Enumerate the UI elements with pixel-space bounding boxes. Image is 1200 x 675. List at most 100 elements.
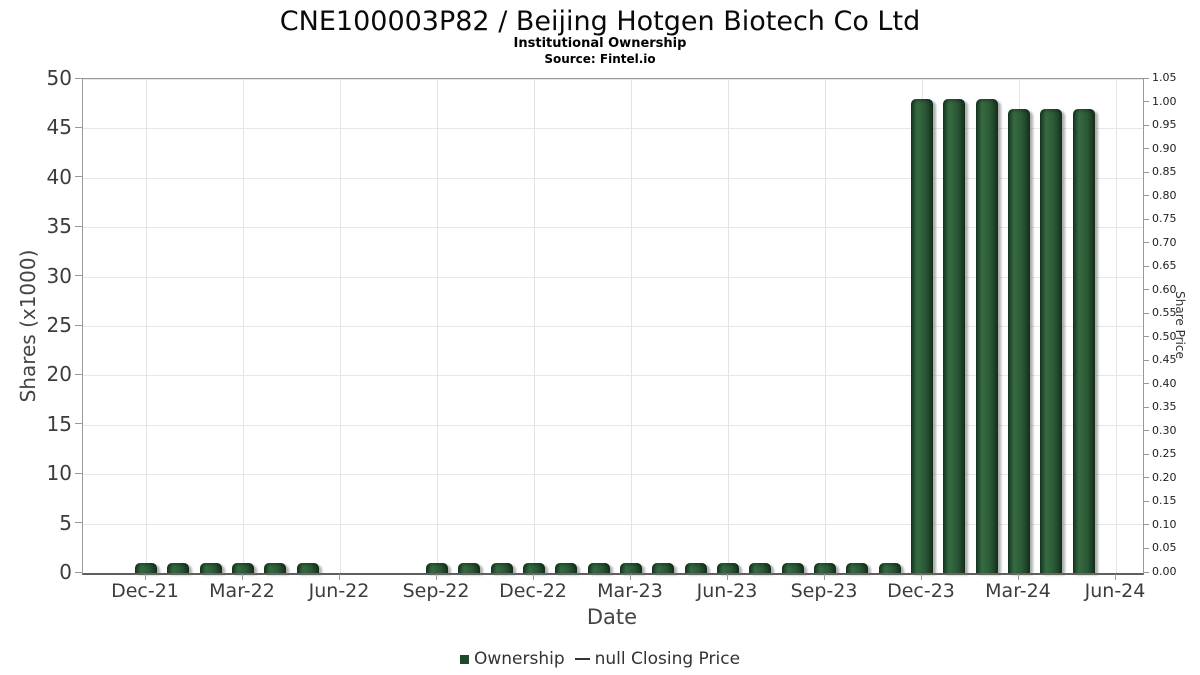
y-right-tick-label: 0.25 [1152, 447, 1177, 461]
y-left-tick-mark [75, 126, 82, 128]
y-right-tick-label: 0.15 [1152, 494, 1177, 508]
bar-jan-24 [943, 98, 966, 573]
y-right-tick-mark [1143, 477, 1149, 479]
chart-subtitle: Institutional Ownership [513, 36, 687, 51]
gridline-h [83, 523, 1143, 525]
plot-area [82, 78, 1144, 575]
x-tick-label: Sep-23 [790, 580, 858, 602]
y-right-tick-mark [1143, 571, 1149, 573]
y-left-tick-label: 45 [46, 115, 72, 140]
y-right-tick-mark [1143, 148, 1149, 150]
gridline-v [243, 79, 244, 573]
bar-nov-22 [490, 563, 513, 573]
x-tick-mark [435, 574, 437, 580]
y-left-tick-label: 0 [59, 560, 72, 584]
y-left-tick-label: 20 [46, 362, 72, 387]
bar-dec-23 [911, 98, 933, 573]
bar-mar-23 [620, 563, 642, 573]
y-right-tick-mark [1143, 430, 1149, 432]
gridline-h [83, 276, 1143, 278]
bar-apr-22 [264, 563, 287, 573]
bar-may-23 [684, 563, 707, 573]
bar-mar-24 [1008, 108, 1030, 573]
y-right-tick-mark [1143, 218, 1149, 220]
x-tick-label: Dec-23 [887, 580, 955, 602]
y-right-tick-mark [1143, 500, 1149, 502]
gridline-v [340, 79, 341, 573]
y-left-tick-label: 35 [46, 214, 72, 239]
y-left-tick-label: 30 [46, 263, 72, 288]
ownership-series-marker-icon [459, 654, 469, 664]
y-right-tick-label: 0.45 [1152, 353, 1177, 367]
gridline-h [83, 128, 1143, 130]
y-left-tick-mark [75, 472, 82, 474]
bar-dec-22 [523, 563, 545, 573]
bar-feb-24 [975, 98, 998, 573]
x-tick-mark [920, 574, 922, 580]
gridline-h [83, 79, 1143, 80]
bar-dec-21 [135, 563, 157, 573]
y-right-tick-label: 0.70 [1152, 235, 1177, 249]
y-left-tick-mark [75, 77, 82, 79]
x-tick-mark [823, 574, 825, 580]
gridline-v [825, 79, 826, 573]
y-right-tick-label: 1.00 [1152, 94, 1177, 108]
x-tick-label: Mar-23 [597, 580, 663, 602]
bar-may-22 [296, 563, 319, 573]
y-left-tick-label: 15 [46, 411, 72, 436]
y-right-tick-mark [1143, 171, 1149, 173]
y-left-tick-mark [75, 324, 82, 326]
y-left-tick-mark [75, 176, 82, 178]
bar-jan-22 [167, 563, 190, 573]
x-tick-mark [532, 574, 534, 580]
bar-jun-23 [717, 563, 739, 573]
y-axis-title-right: Share Price [1173, 291, 1187, 359]
bar-may-24 [1072, 108, 1095, 573]
y-right-tick-mark [1143, 547, 1149, 549]
x-tick-label: Mar-24 [985, 580, 1051, 602]
bar-oct-22 [458, 563, 481, 573]
y-right-tick-label: 0.75 [1152, 212, 1177, 226]
gridline-v [437, 79, 438, 573]
y-right-tick-label: 0.85 [1152, 165, 1177, 179]
bar-feb-22 [199, 563, 222, 573]
y-right-tick-mark [1143, 77, 1149, 79]
y-right-tick-label: 1.05 [1152, 71, 1177, 84]
x-tick-mark [1114, 574, 1116, 580]
y-right-tick-label: 0.80 [1152, 188, 1177, 202]
gridline-v [1116, 79, 1117, 573]
y-left-tick-mark [75, 225, 82, 227]
y-left-tick-mark [75, 571, 82, 573]
gridline-v [534, 79, 535, 573]
x-tick-label: Dec-21 [111, 580, 179, 602]
gridline-v [146, 79, 147, 573]
y-right-tick-mark [1143, 453, 1149, 455]
y-right-tick-label: 0.10 [1152, 517, 1177, 531]
y-right-tick-label: 0.30 [1152, 423, 1177, 437]
y-right-tick-label: 0.20 [1152, 470, 1177, 484]
y-left-tick-mark [75, 275, 82, 277]
y-left-tick-label: 40 [46, 164, 72, 189]
gridline-h [83, 474, 1143, 476]
legend-item-closing-price[interactable]: null Closing Price [574, 649, 740, 669]
bar-sep-22 [426, 563, 448, 573]
legend-ownership-label: Ownership [473, 649, 565, 669]
legend: Ownership null Closing Price [0, 645, 1200, 673]
legend-item-ownership[interactable]: Ownership [459, 649, 565, 669]
y-right-tick-label: 0.95 [1152, 118, 1177, 132]
x-tick-label: Jun-24 [1084, 580, 1146, 602]
x-tick-mark [1017, 574, 1019, 580]
y-right-tick-mark [1143, 336, 1149, 338]
x-axis-title: Date [586, 605, 638, 629]
y-right-tick-mark [1143, 312, 1149, 314]
y-right-tick-mark [1143, 359, 1149, 361]
y-right-tick-mark [1143, 383, 1149, 385]
bar-jan-23 [555, 563, 578, 573]
x-tick-label: Dec-22 [499, 580, 567, 602]
x-tick-mark [338, 574, 340, 580]
gridline-h [83, 375, 1143, 377]
bar-nov-23 [878, 563, 901, 573]
y-left-tick-label: 25 [46, 313, 72, 337]
bar-mar-22 [232, 563, 254, 573]
y-left-tick-label: 5 [59, 510, 72, 535]
